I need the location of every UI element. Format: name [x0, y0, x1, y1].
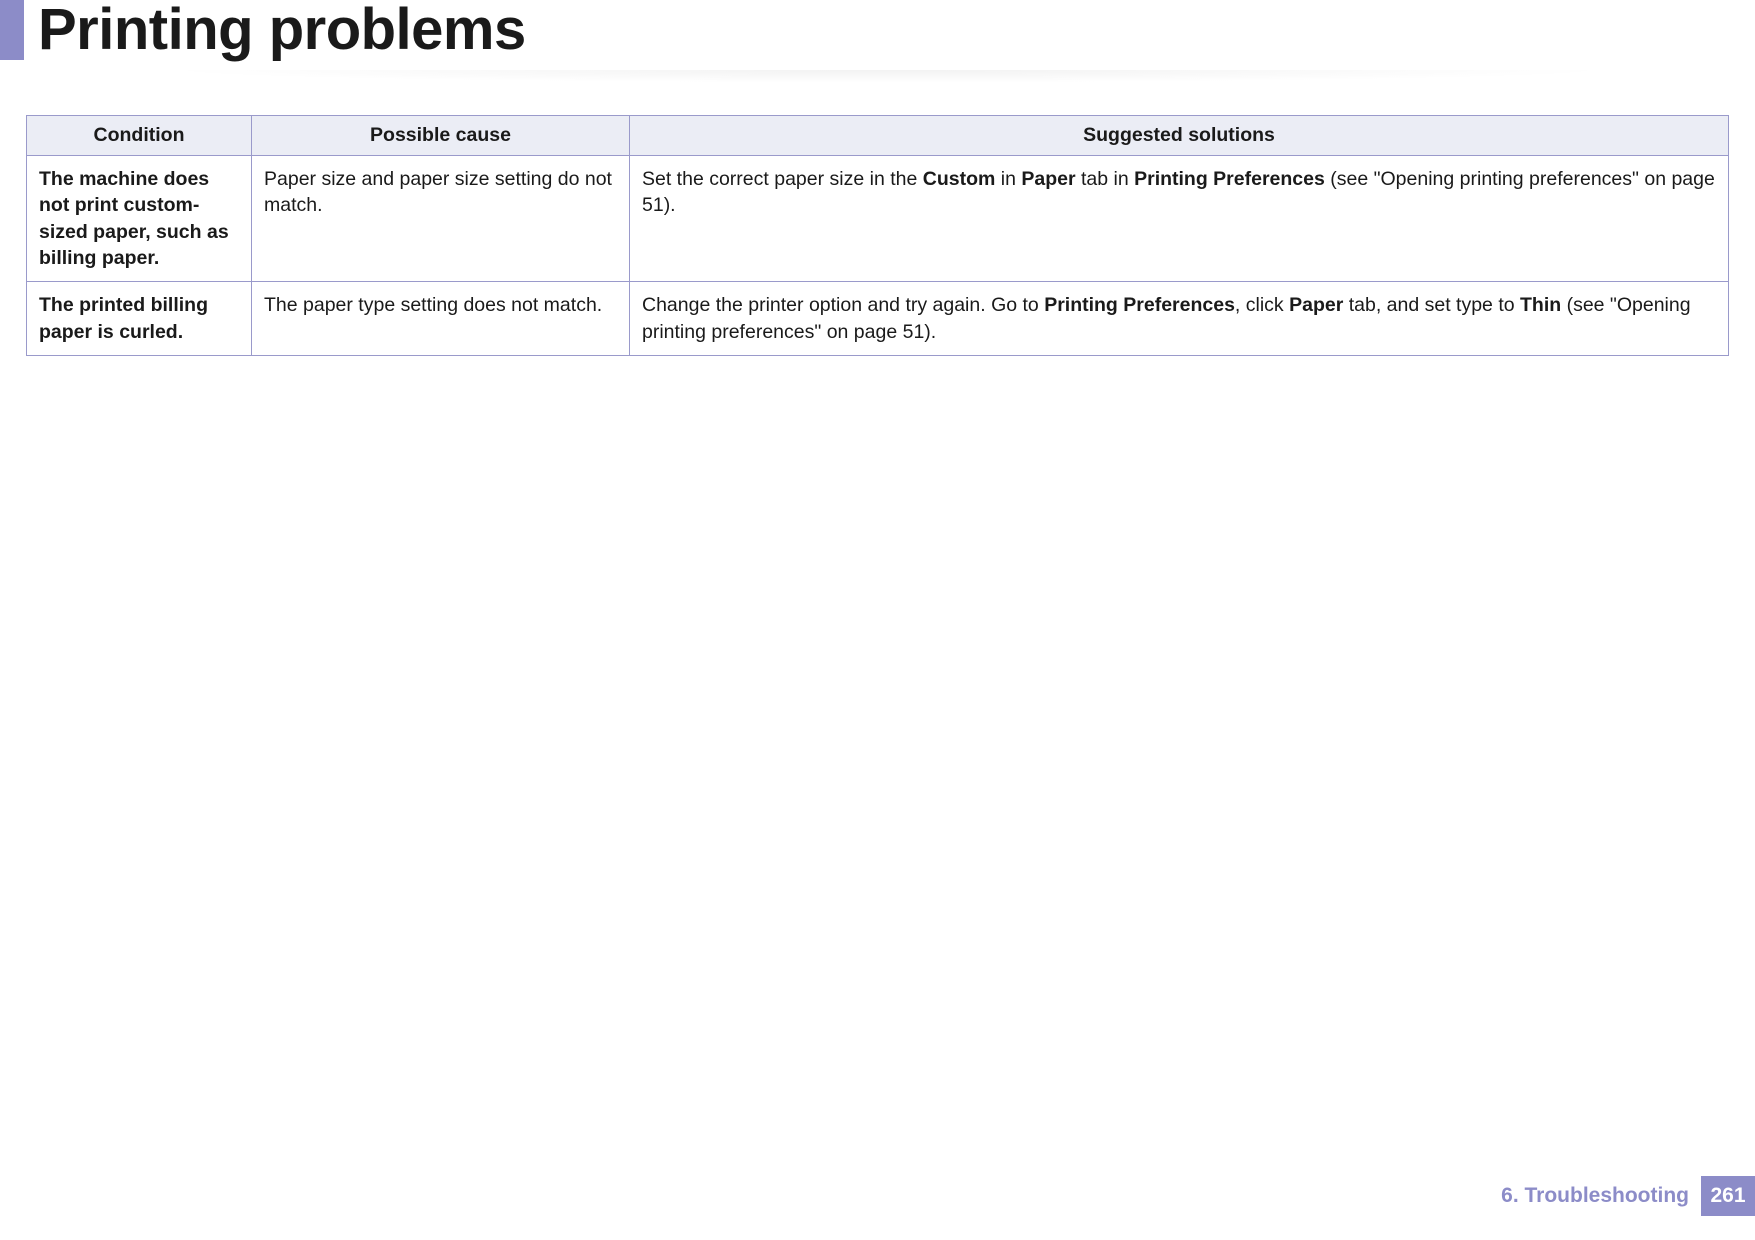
- table-row: The machine does not print custom-sized …: [27, 156, 1729, 282]
- cell-cause: The paper type setting does not match.: [252, 282, 630, 356]
- cell-condition: The machine does not print custom-sized …: [27, 156, 252, 282]
- footer-chapter: 6. Troubleshooting: [1501, 1184, 1689, 1208]
- document-page: Printing problems Condition Possible cau…: [0, 0, 1755, 1240]
- table-row: The printed billing paper is curled. The…: [27, 282, 1729, 356]
- cell-cause: Paper size and paper size setting do not…: [252, 156, 630, 282]
- accent-bar: [0, 0, 24, 60]
- table-body: The machine does not print custom-sized …: [27, 156, 1729, 356]
- cell-solution: Set the correct paper size in the Custom…: [630, 156, 1729, 282]
- footer-page-number: 261: [1701, 1176, 1755, 1216]
- cell-solution: Change the printer option and try again.…: [630, 282, 1729, 356]
- troubleshooting-table: Condition Possible cause Suggested solut…: [26, 115, 1729, 356]
- col-header-condition: Condition: [27, 116, 252, 156]
- col-header-cause: Possible cause: [252, 116, 630, 156]
- title-divider: [20, 70, 1755, 88]
- page-footer: 6. Troubleshooting 261: [1501, 1176, 1755, 1216]
- col-header-solution: Suggested solutions: [630, 116, 1729, 156]
- cell-condition: The printed billing paper is curled.: [27, 282, 252, 356]
- page-title: Printing problems: [38, 0, 526, 63]
- troubleshooting-table-wrap: Condition Possible cause Suggested solut…: [26, 115, 1729, 356]
- table-header-row: Condition Possible cause Suggested solut…: [27, 116, 1729, 156]
